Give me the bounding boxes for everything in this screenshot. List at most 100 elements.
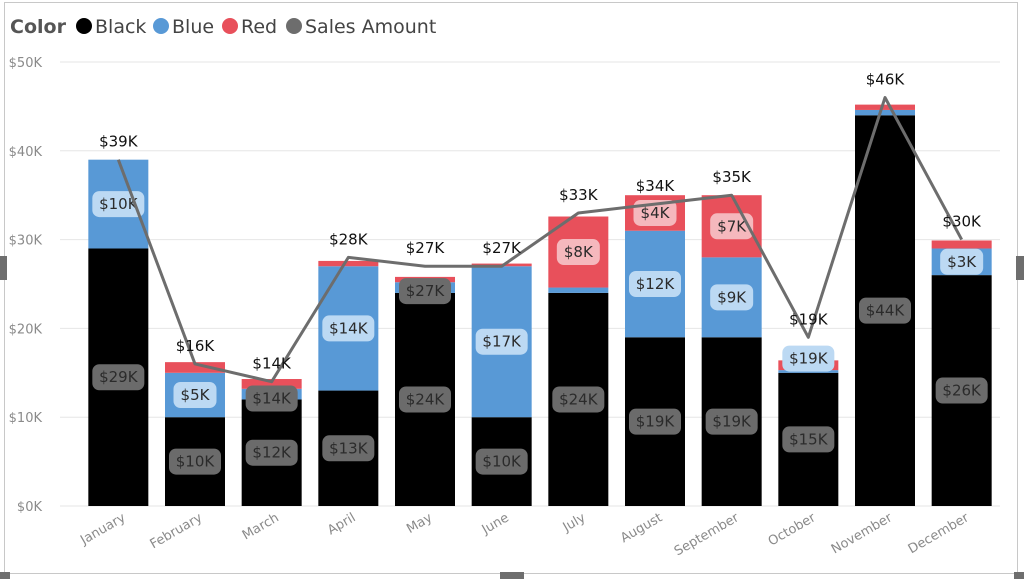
resize-handle-left[interactable] (0, 256, 7, 280)
legend: Color Black Blue Red Sales Amount (10, 16, 436, 38)
legend-marker-sales-amount (286, 18, 302, 34)
seg-label-black-april-bg (322, 435, 375, 462)
seg-label-blue-february-bg (173, 382, 217, 408)
seg-label-black-september: $19K (712, 413, 752, 431)
total-label-february: $16K (176, 337, 216, 355)
legend-marker-red (222, 18, 238, 34)
legend-label-blue: Blue (172, 16, 214, 38)
legend-item-blue[interactable]: Blue (153, 16, 214, 38)
x-tick-label-october: October (766, 510, 819, 549)
total-label-june: $27K (482, 239, 522, 257)
legend-label-red: Red (241, 16, 277, 38)
x-tick-label-july: July (560, 510, 589, 535)
seg-label-blue-august-bg (629, 271, 681, 297)
x-tick-label-september: September (672, 510, 742, 559)
x-tick-label-february: February (148, 510, 206, 552)
seg-label-black-november: $44K (866, 302, 906, 320)
bar-blue-november[interactable] (855, 109, 915, 116)
bar-red-december[interactable] (931, 240, 992, 249)
seg-label-black-december-bg (935, 377, 988, 404)
legend-label-sales-amount: Sales Amount (305, 16, 436, 38)
seg-label-blue-january: $10K (99, 195, 139, 213)
legend-item-black[interactable]: Black (76, 16, 146, 38)
seg-label-black-october-bg (782, 426, 835, 453)
x-tick-label-december: December (906, 510, 972, 557)
total-label-december: $30K (942, 213, 982, 231)
y-tick-label: $0K (17, 500, 43, 515)
seg-label-black-july: $24K (559, 390, 599, 408)
total-label-july: $33K (559, 186, 599, 204)
seg-label-extra-march: $14K (252, 390, 292, 408)
resize-handle-bottom[interactable] (500, 572, 524, 579)
seg-label-black-march-bg (245, 439, 298, 466)
x-tick-label-november: November (829, 510, 896, 557)
seg-label-black-january: $29K (99, 368, 139, 386)
seg-label-black-june-bg (475, 448, 528, 475)
seg-label-extra-may-bg (399, 278, 451, 305)
seg-label-black-august-bg (629, 408, 681, 435)
seg-label-blue-september-bg (710, 284, 754, 311)
total-label-november: $46K (866, 71, 906, 89)
x-tick-label-january: January (77, 510, 128, 548)
legend-marker-black (76, 18, 92, 34)
bars (88, 104, 992, 507)
total-label-january: $39K (99, 133, 139, 151)
total-label-august: $34K (636, 177, 676, 195)
seg-label-red-september: $7K (717, 217, 747, 235)
seg-label-black-september-bg (705, 408, 758, 435)
seg-label-black-february-bg (169, 448, 221, 475)
seg-label-black-april: $13K (329, 439, 369, 457)
seg-label-extra-october: $19K (789, 350, 829, 368)
seg-label-black-november-bg (859, 297, 911, 324)
seg-label-black-february: $10K (176, 453, 216, 471)
seg-label-blue-december: $3K (947, 253, 977, 271)
seg-label-black-august: $19K (636, 413, 676, 431)
seg-label-blue-april: $14K (329, 319, 369, 337)
seg-label-black-january-bg (92, 364, 145, 391)
total-label-october: $19K (789, 310, 829, 328)
sales-amount-line-path[interactable] (116, 96, 963, 384)
seg-label-black-may: $24K (406, 390, 446, 408)
seg-label-red-september-bg (710, 213, 754, 240)
y-tick-label: $20K (9, 322, 43, 337)
total-label-april: $28K (329, 230, 369, 248)
legend-marker-blue (153, 18, 169, 34)
bar-red-november[interactable] (855, 104, 915, 110)
bar-red-february[interactable] (165, 362, 225, 373)
sales-amount-line (116, 96, 963, 384)
bar-red-march[interactable] (241, 379, 302, 389)
resize-handle-corner-bottom-left[interactable] (0, 572, 10, 579)
seg-label-extra-march-bg (245, 385, 298, 412)
y-tick-label: $40K (9, 145, 43, 160)
seg-label-black-march: $12K (252, 444, 292, 462)
legend-label-black: Black (95, 16, 146, 38)
resize-handle-right[interactable] (1016, 256, 1024, 280)
total-labels: $39K $16K $14K $28K $27K $27K $33K $34K $35K $19K… (99, 71, 982, 373)
x-axis: January February March April May June July Augu… (77, 510, 972, 559)
resize-handle-corner-bottom-right[interactable] (1014, 572, 1024, 579)
y-tick-label: $50K (9, 56, 43, 71)
x-tick-label-march: March (240, 510, 282, 543)
y-tick-label: $30K (9, 234, 43, 249)
seg-label-extra-october-bg (782, 345, 835, 372)
seg-label-red-july: $8K (564, 243, 594, 261)
y-axis: $0K $10K $20K $30K $40K $50K (9, 56, 43, 515)
seg-label-blue-december-bg (940, 248, 984, 275)
seg-label-black-june: $10K (482, 453, 522, 471)
legend-item-sales-amount[interactable]: Sales Amount (286, 16, 436, 38)
legend-title: Color (10, 16, 67, 38)
x-tick-label-august: August (618, 510, 665, 546)
total-label-september: $35K (712, 168, 752, 186)
seg-label-black-december: $26K (942, 382, 982, 400)
seg-label-blue-february: $5K (181, 386, 211, 404)
bar-blue-july[interactable] (548, 287, 609, 293)
bar-red-april[interactable] (318, 260, 379, 267)
seg-label-blue-april-bg (322, 315, 375, 342)
seg-label-blue-june: $17K (482, 333, 522, 351)
total-label-march: $14K (252, 355, 292, 373)
seg-label-red-july-bg (556, 239, 600, 266)
legend-item-red[interactable]: Red (222, 16, 277, 38)
seg-label-blue-august: $12K (636, 275, 676, 293)
x-tick-label-may: May (404, 510, 435, 537)
